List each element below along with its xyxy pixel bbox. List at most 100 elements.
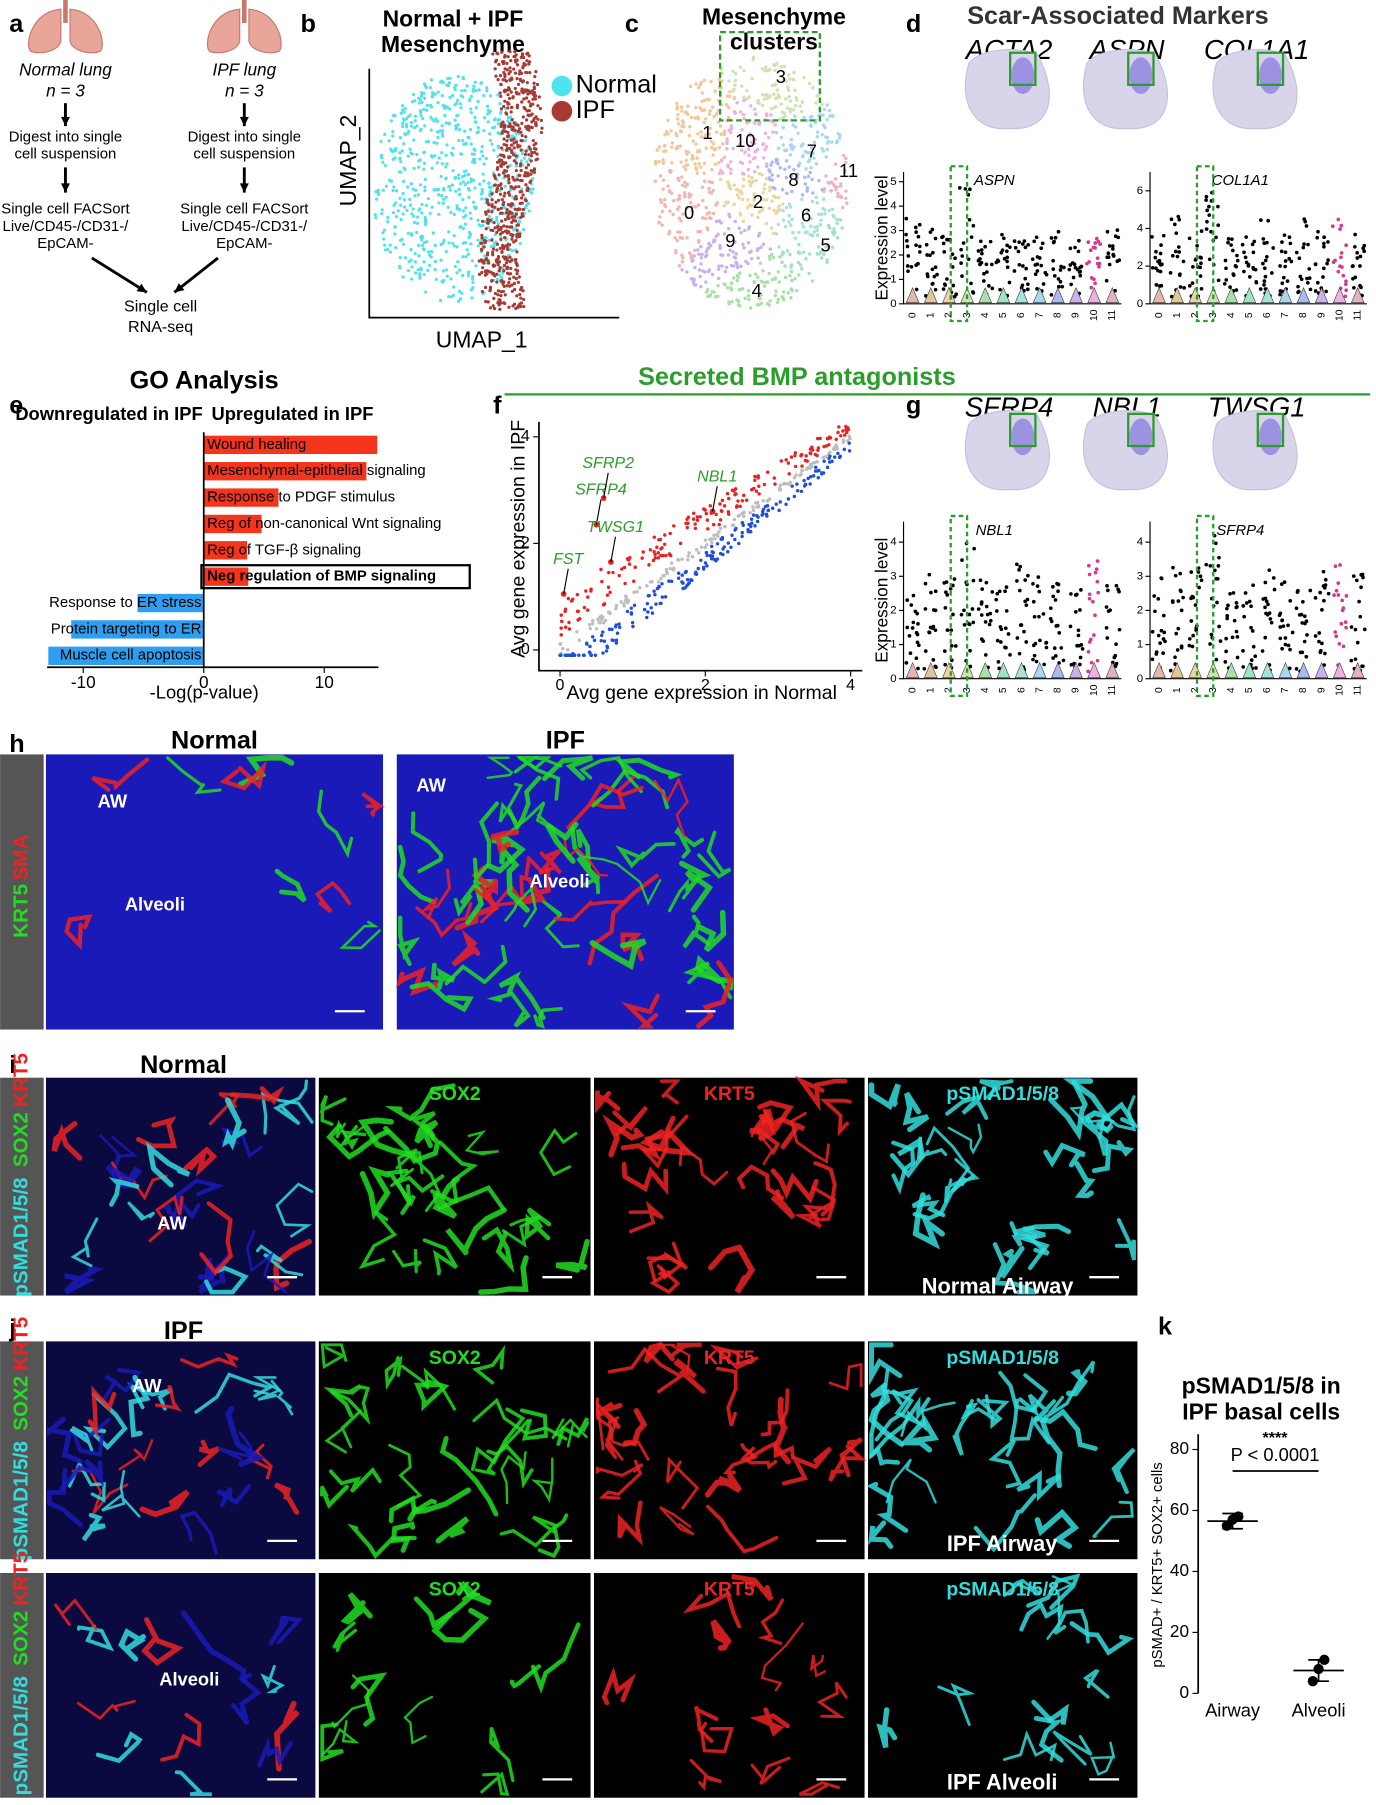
umap-dot <box>522 97 525 100</box>
cell-dot <box>1207 213 1211 217</box>
umap-dot <box>774 294 777 297</box>
umap-dot <box>393 114 396 117</box>
umap-dot <box>844 189 847 192</box>
cell-dot <box>1354 657 1358 661</box>
umap-dot <box>676 113 679 116</box>
feature-plot <box>965 50 1049 129</box>
umap-dot <box>765 145 768 148</box>
cell-dot <box>1017 240 1021 244</box>
umap-dot <box>717 264 720 267</box>
umap-dot <box>823 212 826 215</box>
umap-dot <box>711 105 714 108</box>
cell-dot <box>1095 567 1099 571</box>
scatter-dot <box>836 431 839 434</box>
cell-dot <box>929 591 933 595</box>
umap-dot <box>815 229 818 232</box>
cell-dot <box>928 631 932 635</box>
scatter-dot <box>778 486 781 489</box>
cell-dot <box>910 265 914 269</box>
scatter-dot <box>659 602 662 605</box>
scatter-dot <box>695 548 698 551</box>
umap-dot <box>495 231 498 234</box>
cell-dot <box>931 251 935 255</box>
scatter-dot <box>832 448 835 451</box>
umap-dot <box>455 127 458 130</box>
umap-dot <box>404 107 407 110</box>
cell-dot <box>980 252 984 256</box>
umap-dot <box>423 162 426 165</box>
cell-dot <box>1345 594 1349 598</box>
cell-dot <box>1207 205 1211 209</box>
cell-dot <box>1200 578 1204 582</box>
cell-dot <box>905 598 909 602</box>
umap-dot <box>495 216 498 219</box>
umap-dot <box>810 178 813 181</box>
x-tick-label: 1 <box>925 687 936 693</box>
scatter-dot <box>681 581 684 584</box>
umap-dot <box>501 198 504 201</box>
umap-dot <box>510 106 513 109</box>
umap-dot <box>820 188 823 191</box>
cell-dot <box>1013 239 1017 243</box>
umap-dot <box>493 206 496 209</box>
umap-dot <box>754 273 757 276</box>
scatter-dot <box>717 523 720 526</box>
label: 10 <box>735 130 755 151</box>
scatter-dot <box>828 451 831 454</box>
cell-dot <box>1200 287 1204 291</box>
cell-dot <box>980 613 984 617</box>
umap-dot <box>697 86 700 89</box>
umap-dot <box>764 65 767 68</box>
cell-dot <box>1323 652 1327 656</box>
umap-dot <box>485 89 488 92</box>
umap-dot <box>503 67 506 70</box>
umap-dot <box>683 180 686 183</box>
cell-dot <box>1214 235 1218 239</box>
scatter-dot <box>710 541 713 544</box>
umap-dot <box>439 259 442 262</box>
umap-dot <box>422 168 425 171</box>
umap-dot <box>467 253 470 256</box>
label: 7 <box>807 140 817 161</box>
umap-dot <box>525 160 528 163</box>
cell-dot <box>918 250 922 254</box>
violin-base <box>1051 663 1064 678</box>
umap-dot <box>482 245 485 248</box>
umap-dot <box>777 270 780 273</box>
umap-dot <box>424 290 427 293</box>
cell-dot <box>1350 625 1354 629</box>
stain-label: SOX2 <box>9 1611 32 1666</box>
axis <box>1150 172 1367 304</box>
umap-dot <box>654 162 657 165</box>
umap-dot <box>481 290 484 293</box>
cell-dot <box>1079 588 1083 592</box>
umap-dot <box>483 162 486 165</box>
umap-dot <box>511 304 514 307</box>
y-tick-label: 2 <box>1137 604 1143 616</box>
category-label: Muscle cell apoptosis <box>60 648 202 664</box>
x-tick-label: 1 <box>1172 687 1183 693</box>
cell-dot <box>1278 637 1282 641</box>
umap-dot <box>506 55 509 58</box>
umap-dot <box>506 284 509 287</box>
x-tick-label: 5 <box>998 687 1009 693</box>
cell-dot <box>1096 262 1100 266</box>
cell-dot <box>1031 257 1035 261</box>
umap-dot <box>380 156 383 159</box>
label: Scar-Associated Markers <box>967 2 1268 30</box>
cell-dot <box>1259 218 1263 222</box>
cell-dot <box>1278 625 1282 629</box>
umap-dot <box>462 76 465 79</box>
umap-dot <box>457 75 460 78</box>
cell-dot <box>1295 667 1299 671</box>
umap-dot <box>766 302 769 305</box>
umap-dot <box>392 211 395 214</box>
cell-dot <box>1000 233 1004 237</box>
umap-dot <box>486 269 489 272</box>
cell-dot <box>1096 580 1100 584</box>
umap-dot <box>726 163 729 166</box>
cell-dot <box>1322 599 1326 603</box>
umap-dot <box>702 172 705 175</box>
cell-dot <box>1301 600 1305 604</box>
